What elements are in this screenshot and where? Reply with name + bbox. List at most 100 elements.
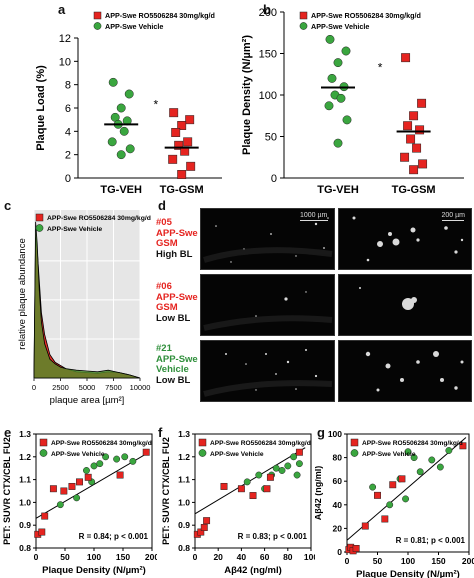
panel-label-g: g [317, 425, 325, 440]
b-gsm-point-7 [400, 152, 410, 162]
b-vehicle-point-0 [325, 34, 335, 44]
e-ytick-label-2: 1.0 [19, 497, 31, 507]
e-ytick-label-3: 1.1 [19, 475, 31, 485]
a-gsm-point-8 [186, 161, 196, 171]
a-gsm-point-4 [183, 137, 193, 147]
e-xtick-label-0: 0 [34, 552, 39, 562]
g-vehicle-point-5 [410, 454, 418, 462]
micrograph-row3-overview [200, 340, 335, 402]
e-ytick-label-5: 1.3 [19, 429, 31, 439]
a-legend-gsm-label: APP-Swe RO5506284 30mg/kg/d [105, 11, 215, 20]
e-vehicle-point-9 [129, 457, 137, 465]
b-gsm-point-1 [417, 98, 427, 108]
e-vehicle-point-6 [102, 453, 110, 461]
b-ytick-label-2: 100 [259, 90, 277, 102]
g-xtick-label-2: 100 [401, 556, 415, 566]
e-gsm-point-1 [38, 528, 46, 536]
b-category-1: TG-GSM [392, 184, 436, 195]
e-vehicle-point-7 [113, 455, 121, 463]
b-ylabel: Plaque Density (N/µm²) [241, 35, 253, 155]
g-vehicle-point-9 [445, 447, 453, 454]
e-xtick-label-2: 100 [87, 552, 101, 562]
scale-left-label: 1000 µm [300, 212, 328, 219]
b-significance: * [378, 61, 383, 75]
c-ylabel: relative plaque abundance [17, 238, 28, 349]
g-stat-label: R = 0.81; p < 0.001 [396, 536, 466, 545]
f-xlabel: Aβ42 (ng/ml) [224, 565, 282, 576]
e-vehicle-point-8 [121, 453, 129, 461]
panel-label-c: c [4, 198, 12, 213]
g-gsm-point-9 [459, 442, 467, 450]
a-ytick-label-4: 8 [65, 80, 71, 92]
a-gsm-point-0 [169, 108, 179, 118]
g-gsm-point-3 [352, 545, 360, 552]
a-vehicle-point-7 [107, 137, 117, 147]
f-gsm-point-1 [197, 528, 205, 536]
g-xlabel: Plaque Density (N/µm²) [356, 569, 460, 578]
plaque-load-chart: 0 2 4 6 8 10 12 Plaque Load (%) TG-VEH TG-GSM * APP… [35, 11, 222, 195]
b-legend-vehicle-marker [299, 22, 308, 30]
f-gsm-point-9 [295, 448, 303, 456]
a-gsm-point-2 [177, 121, 187, 130]
g-vehicle-point-8 [436, 463, 444, 471]
row1-line2: APP-Swe [156, 227, 198, 239]
a-significance: * [153, 97, 158, 111]
e-xtick-label-3: 150 [116, 552, 130, 562]
pet-vs-abeta-chart: 0 20 40 60 80 100 0.8 0.9 1.0 1.1 1.2 1.3 R = 0.83; … [161, 429, 315, 576]
e-vehicle-point-4 [90, 462, 98, 470]
f-vehicle-point-5 [278, 467, 286, 474]
f-vehicle-point-9 [295, 460, 303, 468]
g-gsm-point-6 [381, 515, 389, 523]
g-ylabel: Aβ42 (ng/ml) [315, 466, 323, 521]
c-legend-vehicle-label: APP-Swe Vehicle [47, 226, 102, 233]
g-vehicle-point-0 [369, 483, 377, 491]
a-vehicle-point-0 [108, 77, 118, 87]
plaque-density-chart: 0 50 100 150 200 Plaque Density (N/µm²) TG-VEH… [241, 7, 464, 195]
row2-line2: APP-Swe [156, 291, 198, 303]
b-gsm-point-2 [409, 111, 419, 121]
b-ytick-label-4: 200 [259, 7, 277, 19]
b-vehicle-point-6 [336, 93, 346, 103]
g-xtick-label-4: 200 [462, 556, 474, 566]
f-xtick-label-3: 60 [260, 552, 270, 562]
f-vehicle-point-6 [284, 462, 292, 470]
scale-right-label: 200 µm [441, 212, 466, 219]
a-ytick-label-6: 12 [59, 33, 71, 45]
f-legend-gsm-label: APP-Swe RO5506284 30mg/kg/d [210, 440, 311, 447]
f-vehicle-point-4 [272, 464, 280, 472]
g-vehicle-point-1 [386, 501, 394, 509]
e-gsm-point-9 [142, 448, 150, 456]
e-stat-label: R = 0.84; p < 0.001 [79, 532, 149, 541]
a-gsm-point-3 [171, 128, 181, 137]
a-vehicle-point-1 [124, 89, 134, 99]
panel-label-f: f [158, 425, 163, 440]
plaque-area-density-chart: 0 2500 5000 7500 10000 plaque area [µm²] relat… [17, 210, 151, 406]
pet-vs-density-chart: 0 50 100 150 200 0.8 0.9 1.0 1.1 1.2 1.3 R = 0.84; … [2, 429, 157, 576]
row3-line2: APP-Swe [156, 353, 198, 365]
f-vehicle-point-7 [290, 453, 298, 461]
f-ytick-label-0: 0.8 [178, 543, 190, 553]
f-xtick-label-0: 0 [193, 552, 198, 562]
b-gsm-point-8 [418, 159, 428, 169]
e-ylabel: PET: SUVR CTX/CBL FU2 [2, 437, 12, 545]
row3-label: #21 APP-Swe Vehicle Low BL [156, 343, 198, 386]
panel-label-d: d [158, 198, 166, 213]
e-vehicle-point-0 [56, 501, 64, 509]
row3-line3: Vehicle [156, 364, 189, 375]
a-gsm-point-5 [174, 140, 184, 150]
micrograph-row1-overview: 1000 µm [200, 208, 335, 270]
g-vehicle-point-4 [404, 448, 412, 456]
micrograph-row2-overview [200, 274, 335, 336]
a-legend-gsm-marker [93, 11, 102, 20]
g-legend-gsm-label: APP-Swe RO5506284 30mg/kg/d [362, 440, 463, 447]
g-gsm-point-7 [389, 481, 397, 489]
micrograph-row3-zoom [338, 340, 472, 402]
g-xtick-label-3: 150 [431, 556, 445, 566]
row3-bl: Low BL [156, 374, 191, 386]
b-vehicle-point-1 [341, 46, 351, 56]
b-gsm-point-4 [415, 125, 425, 135]
b-vehicle-point-7 [324, 101, 334, 111]
a-vehicle-point-6 [119, 126, 129, 136]
e-gsm-point-5 [68, 482, 76, 490]
b-gsm-point-6 [412, 143, 422, 153]
